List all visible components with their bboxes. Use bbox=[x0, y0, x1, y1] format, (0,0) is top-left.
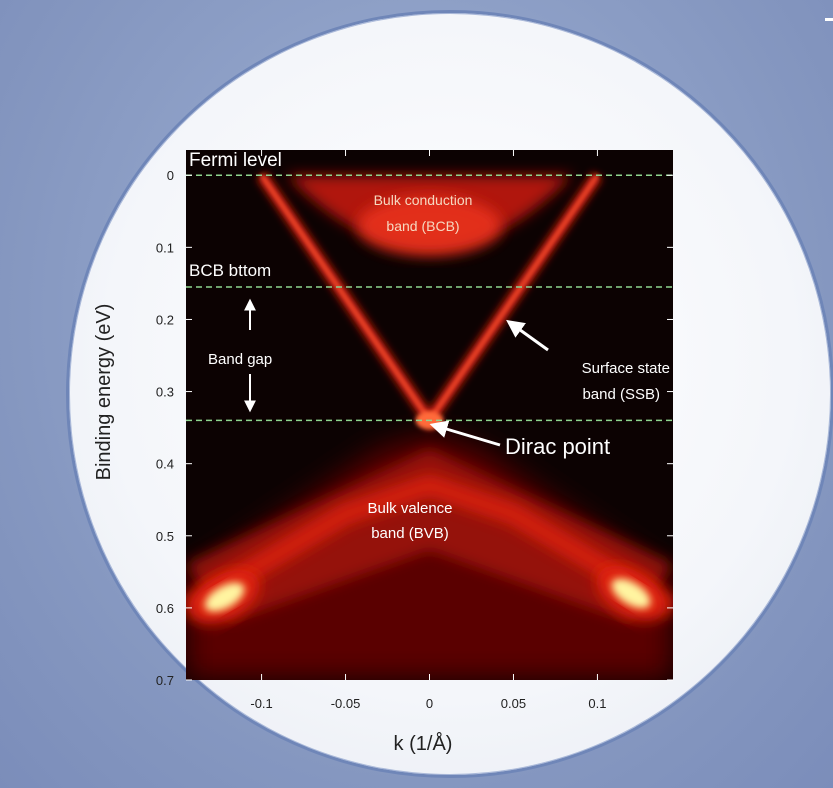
bvb-ridge bbox=[186, 473, 673, 618]
bvb-branches bbox=[186, 449, 673, 623]
bcb-label-line2: band (BCB) bbox=[386, 218, 459, 234]
y-tick-label: 0.1 bbox=[156, 240, 174, 255]
y-tick-label: 0.7 bbox=[156, 673, 174, 688]
bvb-label-line2: band (BVB) bbox=[371, 525, 449, 542]
dirac-point-label: Dirac point bbox=[505, 434, 610, 459]
ssb-label-line2: band (SSB) bbox=[582, 386, 660, 403]
y-tick-label: 0.2 bbox=[156, 312, 174, 327]
fermi-level-label: Fermi level bbox=[189, 150, 282, 171]
y-tick-label: 0.3 bbox=[156, 385, 174, 400]
y-tick-label: 0.5 bbox=[156, 529, 174, 544]
dirac-arrow bbox=[429, 420, 501, 447]
x-tick-label: 0.1 bbox=[588, 696, 606, 711]
y-tick-label: 0 bbox=[167, 168, 174, 183]
axis-ticks: 0 0.1 0.2 0.3 0.4 0.5 0.6 0.7 -0.1 -0.05 0 0.05 0.1 bbox=[156, 150, 673, 711]
x-tick-label: -0.05 bbox=[331, 696, 361, 711]
bcb-core bbox=[357, 195, 502, 256]
bvb-label-line1: Bulk valence bbox=[367, 500, 452, 517]
bcb-bottom-label: BCB bttom bbox=[189, 261, 271, 280]
y-tick-label: 0.4 bbox=[156, 457, 174, 472]
corner-mark bbox=[825, 18, 833, 21]
x-axis-label: k (1/Å) bbox=[394, 732, 453, 755]
bvb-hotspot-right bbox=[611, 578, 651, 609]
reference-lines bbox=[186, 174, 673, 422]
y-tick-label: 0.6 bbox=[156, 601, 174, 616]
bcb-label-line1: Bulk conduction bbox=[374, 192, 473, 208]
band-gap-label: Band gap bbox=[208, 351, 272, 368]
x-tick-label: -0.1 bbox=[250, 696, 272, 711]
x-tick-label: 0 bbox=[426, 696, 433, 711]
y-axis-label: Binding energy (eV) bbox=[93, 304, 115, 481]
ssb-arrow bbox=[506, 319, 549, 352]
x-tick-label: 0.05 bbox=[501, 696, 526, 711]
bvb-glow bbox=[186, 434, 673, 680]
bvb-hotspot-left bbox=[204, 582, 245, 612]
ssb-label-line1: Surface state bbox=[582, 360, 670, 377]
